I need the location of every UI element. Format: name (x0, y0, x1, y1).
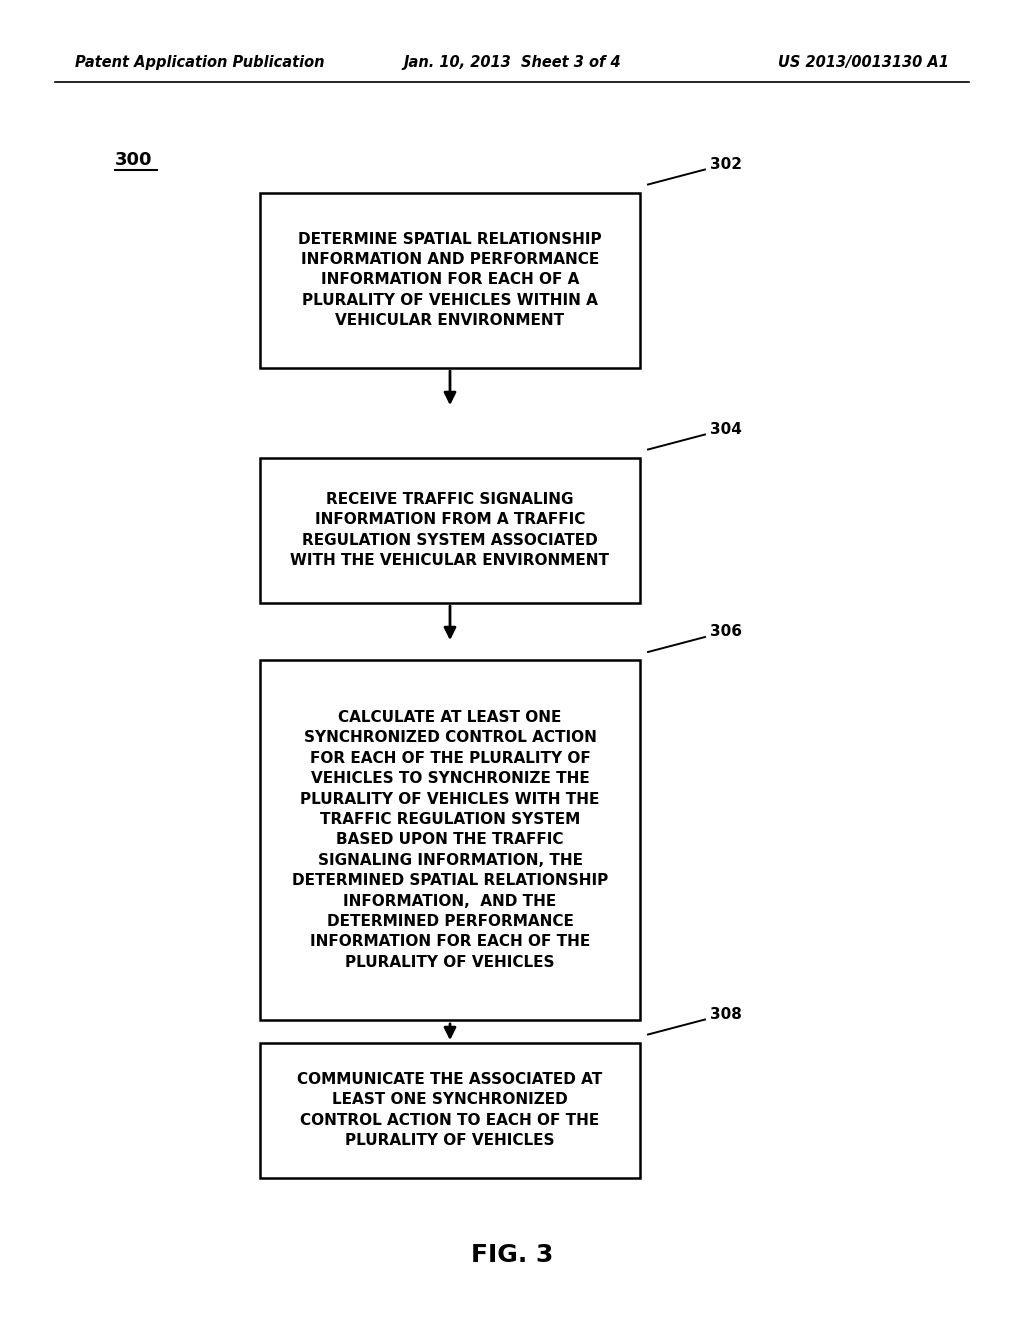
Bar (260, 660, 640, 1020)
Text: RECEIVE TRAFFIC SIGNALING
INFORMATION FROM A TRAFFIC
REGULATION SYSTEM ASSOCIATE: RECEIVE TRAFFIC SIGNALING INFORMATION FR… (291, 492, 609, 568)
Text: 306: 306 (710, 624, 742, 639)
Text: DETERMINE SPATIAL RELATIONSHIP
INFORMATION AND PERFORMANCE
INFORMATION FOR EACH : DETERMINE SPATIAL RELATIONSHIP INFORMATI… (298, 232, 602, 329)
Text: 304: 304 (710, 422, 741, 437)
Text: Patent Application Publication: Patent Application Publication (75, 54, 325, 70)
Bar (260, 1043, 640, 1177)
Bar (260, 458, 640, 602)
Bar (260, 193, 640, 367)
Text: Jan. 10, 2013  Sheet 3 of 4: Jan. 10, 2013 Sheet 3 of 4 (403, 54, 621, 70)
Text: COMMUNICATE THE ASSOCIATED AT
LEAST ONE SYNCHRONIZED
CONTROL ACTION TO EACH OF T: COMMUNICATE THE ASSOCIATED AT LEAST ONE … (297, 1072, 603, 1148)
Text: FIG. 3: FIG. 3 (471, 1243, 553, 1267)
Text: 308: 308 (710, 1007, 741, 1022)
Text: 302: 302 (710, 157, 742, 172)
Text: CALCULATE AT LEAST ONE
SYNCHRONIZED CONTROL ACTION
FOR EACH OF THE PLURALITY OF
: CALCULATE AT LEAST ONE SYNCHRONIZED CONT… (292, 710, 608, 970)
Text: US 2013/0013130 A1: US 2013/0013130 A1 (778, 54, 949, 70)
Text: 300: 300 (115, 150, 153, 169)
